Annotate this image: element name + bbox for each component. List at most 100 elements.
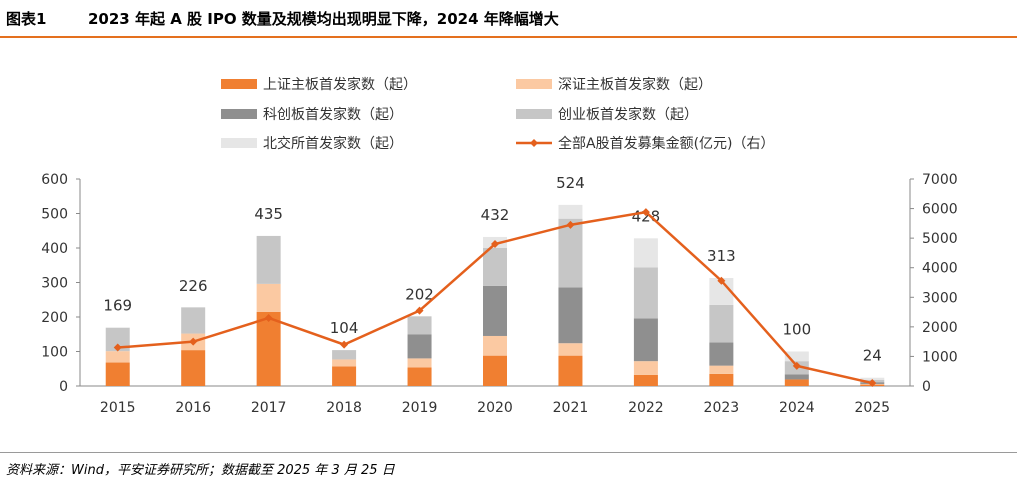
- bar-segment-1: [256, 311, 281, 386]
- source-note: 资料来源：Wind，平安证券研究所；数据截至 2025 年 3 月 25 日: [6, 462, 395, 478]
- x-tick-label: 2018: [326, 400, 362, 416]
- line-point: [491, 240, 499, 249]
- bar-segment-2: [105, 351, 130, 363]
- x-tick-label: 2021: [553, 400, 589, 416]
- bar-segment-4: [256, 235, 281, 284]
- bar-total-label: 432: [481, 206, 510, 224]
- bar-segment-3: [407, 334, 432, 359]
- bar-total-label: 24: [863, 347, 882, 365]
- bar-segment-4: [332, 350, 357, 360]
- legend-swatch: [221, 138, 257, 148]
- bar-total-label: 226: [179, 277, 208, 295]
- bar-segment-3: [784, 374, 809, 380]
- y-left-tick-label: 500: [41, 207, 68, 223]
- legend-label: 上证主板首发家数（起）: [263, 76, 417, 93]
- bar-segment-5: [633, 238, 658, 268]
- x-tick-label: 2020: [477, 400, 513, 416]
- x-tick-label: 2025: [854, 400, 890, 416]
- y-left-tick-label: 600: [41, 172, 68, 188]
- bar-total-label: 428: [632, 207, 661, 225]
- bar-segment-1: [633, 374, 658, 386]
- bar-segment-2: [633, 361, 658, 375]
- y-right-tick-label: 6000: [922, 202, 958, 218]
- x-tick-label: 2015: [100, 400, 136, 416]
- bar-segment-2: [407, 358, 432, 368]
- x-tick-label: 2024: [779, 400, 815, 416]
- figure-label: 图表1: [6, 9, 47, 28]
- y-right-tick-label: 7000: [922, 172, 958, 188]
- y-right-tick-label: 4000: [922, 261, 958, 277]
- line-point: [641, 208, 650, 217]
- x-tick-label: 2016: [175, 400, 211, 416]
- bar-segment-4: [181, 307, 206, 334]
- bar-segment-2: [483, 335, 507, 356]
- y-right-tick-label: 3000: [922, 290, 958, 306]
- ipo-chart: 0100200300400500600010002000300040005000…: [41, 76, 958, 416]
- legend-label: 创业板首发家数（起）: [558, 106, 698, 123]
- bar-segment-1: [483, 355, 507, 386]
- y-left-tick-label: 200: [41, 310, 68, 326]
- y-right-tick-label: 5000: [922, 231, 958, 247]
- bar-segment-2: [256, 283, 281, 312]
- line-point: [792, 361, 801, 370]
- bar-segment-1: [407, 367, 432, 386]
- bar-segment-1: [709, 373, 734, 386]
- source-bar: 资料来源：Wind，平安证券研究所；数据截至 2025 年 3 月 25 日: [0, 452, 1017, 483]
- bar-segment-3: [558, 287, 583, 344]
- line-point: [868, 379, 877, 388]
- legend-swatch-marker: [530, 139, 538, 147]
- line-point: [717, 276, 726, 285]
- bar-segment-1: [332, 366, 357, 386]
- line-point: [340, 340, 349, 349]
- bar-segment-5: [784, 351, 809, 362]
- line-point: [566, 220, 575, 229]
- bar-segment-5: [558, 204, 583, 219]
- bar-segment-1: [181, 350, 206, 386]
- bar-segment-5: [860, 377, 885, 380]
- figure-title: 2023 年起 A 股 IPO 数量及规模均出现明显下降，2024 年降幅增大: [88, 9, 559, 28]
- bar-total-label: 169: [103, 297, 132, 315]
- line-point: [113, 343, 122, 352]
- x-tick-label: 2022: [628, 400, 664, 416]
- y-left-tick-label: 100: [41, 345, 68, 361]
- bar-segment-2: [558, 343, 583, 356]
- bar-total-label: 524: [556, 174, 585, 192]
- bar-total-label: 313: [707, 247, 736, 265]
- line-point: [264, 313, 273, 322]
- bar-segment-4: [633, 267, 658, 319]
- y-right-tick-label: 0: [922, 379, 931, 395]
- bar-segment-3: [709, 342, 734, 366]
- bar-segment-1: [558, 355, 583, 386]
- figure-title-bar: 图表1 2023 年起 A 股 IPO 数量及规模均出现明显下降，2024 年降…: [0, 0, 1017, 38]
- bar-segment-4: [483, 248, 507, 286]
- bar-total-label: 435: [254, 205, 283, 223]
- bar-total-label: 104: [330, 319, 359, 337]
- legend-swatch: [516, 109, 552, 119]
- bar-total-label: 202: [405, 285, 434, 303]
- bar-segment-1: [105, 362, 130, 386]
- y-left-tick-label: 400: [41, 241, 68, 257]
- legend-label: 北交所首发家数（起）: [263, 135, 403, 152]
- line-point: [415, 306, 424, 315]
- bar-total-label: 100: [782, 321, 811, 339]
- bar-segment-4: [709, 304, 734, 343]
- bar-segment-4: [407, 316, 432, 335]
- legend-label: 全部A股首发募集金额(亿元)（右）: [558, 135, 775, 152]
- x-tick-label: 2019: [402, 400, 438, 416]
- bar-segment-3: [633, 318, 658, 362]
- bar-segment-1: [784, 379, 809, 386]
- y-left-tick-label: 0: [59, 379, 68, 395]
- bar-segment-3: [483, 285, 507, 336]
- legend-label: 深证主板首发家数（起）: [558, 76, 712, 93]
- y-right-tick-label: 2000: [922, 320, 958, 336]
- y-left-tick-label: 300: [41, 276, 68, 292]
- bar-segment-4: [558, 218, 583, 288]
- x-tick-label: 2017: [251, 400, 287, 416]
- legend-label: 科创板首发家数（起）: [263, 106, 403, 123]
- bar-segment-2: [709, 365, 734, 374]
- line-point: [189, 337, 198, 346]
- legend-swatch: [516, 79, 552, 89]
- x-tick-label: 2023: [704, 400, 740, 416]
- bar-segment-4: [105, 327, 130, 352]
- legend-swatch: [221, 79, 257, 89]
